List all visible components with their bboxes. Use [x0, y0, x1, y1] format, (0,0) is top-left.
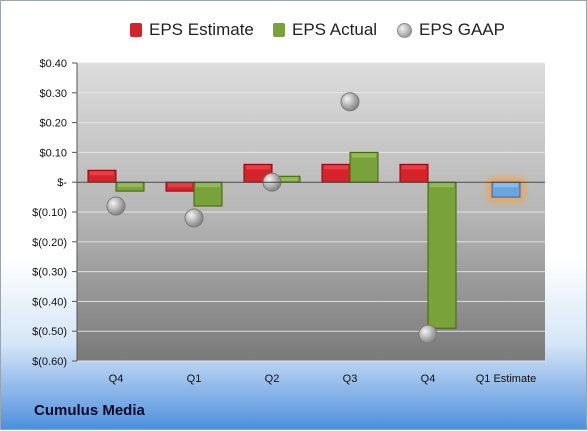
y-tick-label: $(0.40) [32, 296, 67, 308]
dot-eps-gaap [184, 208, 204, 228]
bar-eps-actual-highlight [118, 183, 142, 188]
x-tick-label: Q2 [265, 373, 280, 385]
legend-swatch-eps-estimate [130, 23, 142, 37]
legend-item-eps-gaap: EPS GAAP [397, 15, 505, 45]
legend-swatch-eps-actual [273, 23, 285, 37]
bar-eps-estimate-highlight [324, 165, 348, 170]
y-tick-label: $(0.60) [32, 356, 67, 368]
bar-eps-actual-highlight [274, 177, 298, 182]
x-tick-label: Q4 [109, 373, 124, 385]
bar-q1-estimate-highlight [494, 183, 518, 188]
bar-eps-actual-highlight [196, 183, 220, 188]
y-tick-label: $(0.50) [32, 326, 67, 338]
bar-eps-estimate-highlight [90, 171, 114, 176]
legend-item-eps-estimate: EPS Estimate [130, 15, 254, 45]
y-tick-label: $- [57, 177, 67, 189]
legend-label-eps-actual: EPS Actual [292, 20, 378, 39]
company-name: Cumulus Media [34, 402, 145, 419]
dot-eps-gaap [106, 196, 126, 216]
y-tick-label: $0.20 [39, 118, 67, 130]
bar-eps-actual [427, 181, 457, 329]
y-tick-label: $(0.10) [32, 207, 67, 219]
bar-eps-actual-highlight [430, 183, 454, 188]
y-tick-label: $(0.30) [32, 267, 67, 279]
x-tick-label: Q1 [187, 373, 202, 385]
legend-label-eps-estimate: EPS Estimate [149, 20, 254, 39]
legend-item-eps-actual: EPS Actual [273, 15, 377, 45]
y-tick-label: $0.30 [39, 88, 67, 100]
x-tick-label: Q3 [343, 373, 358, 385]
bar-eps-estimate-highlight [246, 165, 270, 170]
dot-eps-gaap [340, 92, 360, 112]
legend-label-eps-gaap: EPS GAAP [419, 20, 505, 39]
x-tick-label: Q1 Estimate [476, 373, 537, 385]
legend: EPS Estimate EPS Actual EPS GAAP [1, 15, 587, 45]
y-tick-label: $0.40 [39, 58, 67, 70]
x-tick-label: Q4 [421, 373, 436, 385]
y-tick-label: $(0.20) [32, 237, 67, 249]
bar-eps-estimate-highlight [402, 165, 426, 170]
bar-eps-actual-highlight [352, 153, 376, 158]
legend-swatch-eps-gaap [397, 22, 412, 38]
dot-eps-gaap [418, 324, 438, 344]
bar-eps-estimate-highlight [168, 183, 192, 188]
y-tick-label: $0.10 [39, 147, 67, 159]
